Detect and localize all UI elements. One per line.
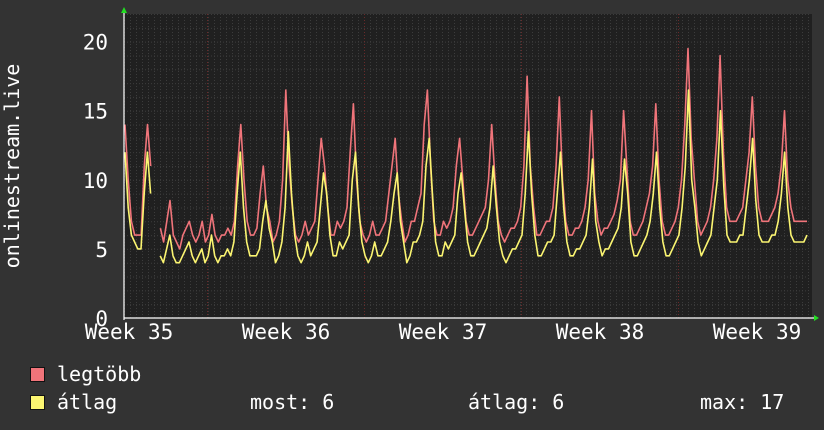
series-layer — [124, 47, 808, 264]
legend-label-atlag: átlag — [57, 390, 118, 414]
stat-atlag-label: átlag: — [468, 390, 541, 414]
stat-max: max: 17 — [700, 390, 784, 414]
stat-atlag-value: 6 — [552, 390, 565, 414]
y-tick-label: 15 — [83, 100, 108, 124]
y-tick-label: 5 — [95, 238, 108, 262]
legend-label-legtobb: legtöbb — [57, 362, 142, 386]
y-tick-label: 0 — [95, 307, 108, 331]
y-axis-arrow-icon — [121, 7, 127, 13]
y-tick-label: 20 — [83, 31, 108, 55]
x-tick-label: Week 36 — [242, 320, 331, 344]
legend-item-legtobb: legtöbb — [30, 362, 141, 386]
y-axis-label: onlinestream.live — [0, 64, 24, 269]
stat-max-label: max: — [700, 390, 749, 414]
x-tick-label: Week 38 — [556, 320, 645, 344]
stat-most: most: 6 — [250, 390, 334, 414]
x-axis-arrow-icon — [814, 315, 819, 321]
legend-item-atlag: átlag — [30, 390, 117, 414]
labels: 0 5 10 15 20 Week 35 Week 36 Week 37 Week 38 Week… — [0, 31, 801, 344]
chart: 0 5 10 15 20 Week 35 Week 36 Week 37 Week 38 Week… — [0, 7, 819, 344]
y-tick-label: 10 — [83, 169, 108, 193]
stat-max-value: 17 — [760, 390, 785, 414]
series-line-atlag — [124, 89, 808, 264]
stat-atlag: átlag: 6 — [468, 390, 564, 414]
stat-most-value: 6 — [322, 390, 335, 414]
plot-background — [124, 14, 812, 318]
legend-swatch-atlag — [30, 395, 45, 410]
legend-swatch-legtobb — [30, 367, 45, 382]
x-tick-label: Week 39 — [713, 320, 802, 344]
x-tick-label: Week 35 — [85, 320, 174, 344]
x-tick-label: Week 37 — [399, 320, 488, 344]
stat-most-label: most: — [250, 390, 311, 414]
axes — [121, 7, 819, 321]
